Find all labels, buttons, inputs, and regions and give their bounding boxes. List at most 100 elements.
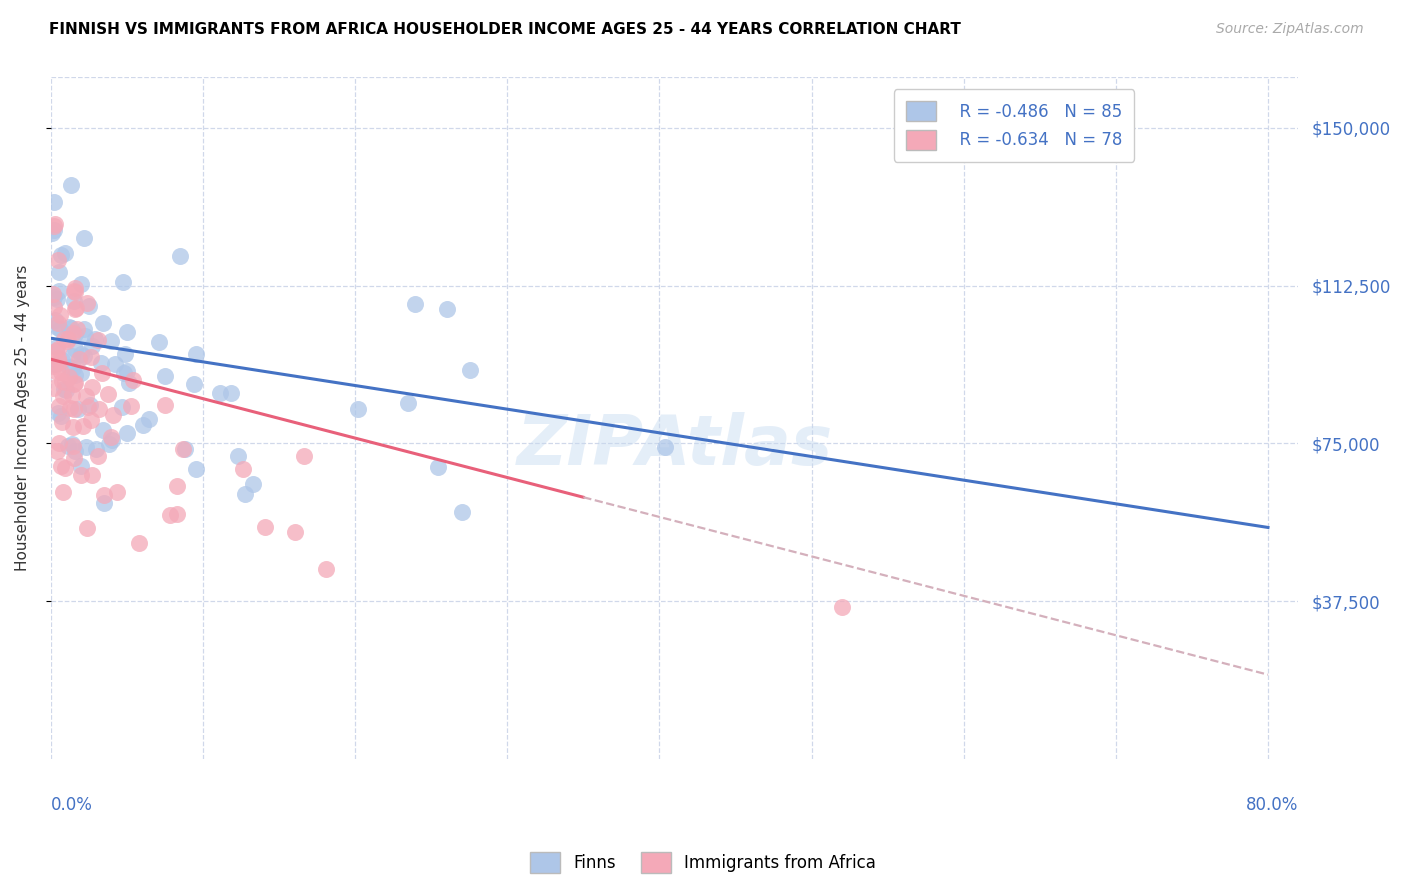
Point bbox=[46, 444, 69, 458]
Point bbox=[66, 322, 89, 336]
Point bbox=[101, 408, 124, 422]
Point bbox=[42, 290, 65, 304]
Point bbox=[98, 437, 121, 451]
Point bbox=[63, 343, 86, 357]
Point bbox=[65, 301, 87, 315]
Point bbox=[51, 415, 73, 429]
Point bbox=[235, 487, 257, 501]
Point bbox=[138, 412, 160, 426]
Point bbox=[52, 332, 75, 346]
Point bbox=[315, 562, 337, 576]
Point bbox=[111, 400, 134, 414]
Legend: Finns, Immigrants from Africa: Finns, Immigrants from Africa bbox=[523, 846, 883, 880]
Point bbox=[105, 484, 128, 499]
Point bbox=[63, 377, 86, 392]
Legend:   R = -0.486   N = 85,   R = -0.634   N = 78: R = -0.486 N = 85, R = -0.634 N = 78 bbox=[894, 89, 1135, 161]
Point bbox=[59, 401, 82, 415]
Point bbox=[346, 401, 368, 416]
Point bbox=[45, 343, 67, 358]
Point bbox=[59, 321, 82, 335]
Point bbox=[77, 299, 100, 313]
Point bbox=[132, 417, 155, 432]
Point bbox=[45, 365, 67, 379]
Point bbox=[62, 439, 84, 453]
Point bbox=[42, 286, 65, 301]
Point bbox=[44, 313, 66, 327]
Point bbox=[73, 231, 96, 245]
Point bbox=[48, 351, 70, 365]
Point bbox=[52, 484, 75, 499]
Point bbox=[284, 524, 307, 539]
Point bbox=[115, 364, 138, 378]
Point bbox=[51, 248, 73, 262]
Point bbox=[87, 333, 110, 347]
Point bbox=[67, 352, 90, 367]
Point bbox=[60, 436, 83, 450]
Point bbox=[70, 277, 93, 291]
Point bbox=[42, 223, 65, 237]
Point bbox=[73, 329, 96, 343]
Point bbox=[58, 320, 80, 334]
Point bbox=[172, 442, 194, 457]
Point bbox=[148, 335, 170, 350]
Point bbox=[73, 350, 96, 364]
Point bbox=[219, 386, 242, 401]
Point bbox=[79, 398, 101, 412]
Point bbox=[58, 359, 80, 374]
Point bbox=[52, 383, 75, 397]
Point bbox=[396, 395, 419, 409]
Point bbox=[51, 375, 73, 389]
Point bbox=[58, 370, 80, 384]
Point bbox=[62, 326, 84, 341]
Point bbox=[49, 458, 72, 473]
Point bbox=[55, 383, 77, 397]
Point bbox=[80, 350, 103, 364]
Point bbox=[77, 400, 100, 414]
Point bbox=[86, 449, 108, 463]
Point bbox=[69, 459, 91, 474]
Point bbox=[55, 334, 77, 348]
Point bbox=[42, 219, 65, 234]
Point bbox=[83, 332, 105, 346]
Point bbox=[44, 359, 66, 374]
Point bbox=[450, 505, 472, 519]
Point bbox=[65, 285, 87, 300]
Point bbox=[63, 368, 86, 383]
Point bbox=[45, 340, 67, 354]
Point bbox=[115, 325, 138, 339]
Text: Source: ZipAtlas.com: Source: ZipAtlas.com bbox=[1216, 22, 1364, 37]
Point bbox=[232, 462, 254, 476]
Point bbox=[62, 450, 84, 465]
Point bbox=[46, 342, 69, 356]
Point bbox=[121, 373, 143, 387]
Point bbox=[82, 339, 104, 353]
Point bbox=[90, 356, 112, 370]
Text: 80.0%: 80.0% bbox=[1246, 797, 1298, 814]
Point bbox=[70, 366, 93, 380]
Point bbox=[60, 388, 83, 402]
Point bbox=[128, 536, 150, 550]
Point bbox=[79, 413, 101, 427]
Point bbox=[169, 249, 191, 263]
Point bbox=[153, 368, 176, 383]
Point bbox=[80, 380, 103, 394]
Point bbox=[63, 284, 86, 298]
Point bbox=[184, 461, 207, 475]
Point bbox=[73, 322, 96, 336]
Point bbox=[76, 296, 98, 310]
Point bbox=[48, 399, 70, 413]
Point bbox=[60, 349, 83, 363]
Point bbox=[166, 507, 188, 521]
Point bbox=[100, 334, 122, 348]
Point bbox=[48, 355, 70, 369]
Point bbox=[52, 389, 75, 403]
Point bbox=[117, 376, 139, 390]
Point bbox=[186, 347, 208, 361]
Text: ZIPAtlas: ZIPAtlas bbox=[516, 412, 832, 479]
Point bbox=[253, 520, 276, 534]
Point bbox=[46, 252, 69, 267]
Point bbox=[436, 301, 458, 316]
Point bbox=[112, 366, 135, 380]
Point bbox=[114, 347, 136, 361]
Point bbox=[48, 265, 70, 279]
